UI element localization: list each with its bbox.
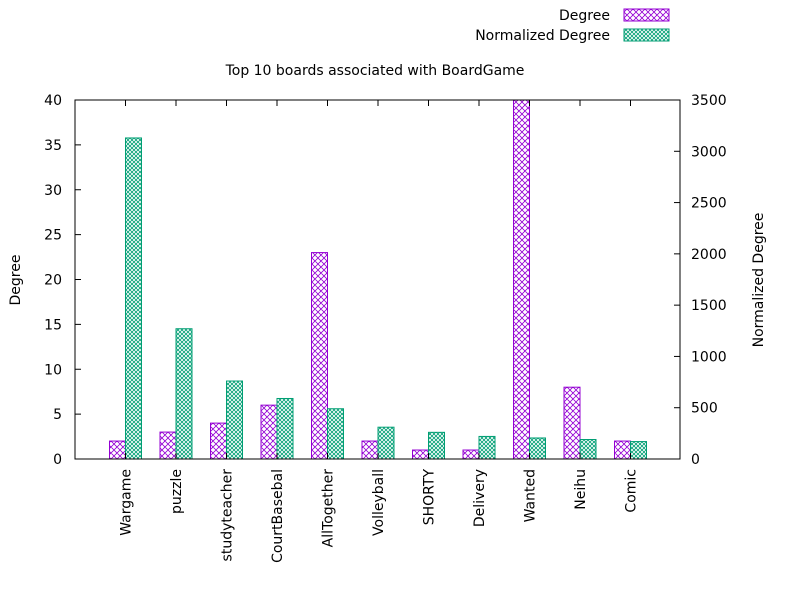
y2-tick-label: 3000 xyxy=(691,144,727,160)
x-tick-label: Wanted xyxy=(523,469,539,522)
y-tick-label: 25 xyxy=(44,228,62,244)
y-tick-label: 40 xyxy=(44,93,62,109)
bar-degree-1 xyxy=(159,431,177,460)
chart-title: Top 10 boards associated with BoardGame xyxy=(225,63,525,79)
bar-degree-5 xyxy=(361,440,379,460)
x-tick-label: SHORTY xyxy=(422,469,438,526)
x-tick-label: CourtBasebal xyxy=(270,469,286,563)
y2-tick-label: 3500 xyxy=(691,93,727,109)
y2-tick-label: 2000 xyxy=(691,247,727,263)
x-tick-label: studyteacher xyxy=(220,469,236,562)
y-tick-label: 0 xyxy=(53,452,62,468)
bar-normalized-degree-3 xyxy=(276,397,294,460)
x-tick-label: Neihu xyxy=(573,469,589,510)
y-tick-label: 10 xyxy=(44,362,62,378)
bar-degree-4 xyxy=(311,252,328,460)
y-tick-label: 20 xyxy=(44,273,62,289)
x-tick-label: Delivery xyxy=(472,469,488,527)
bar-normalized-degree-0 xyxy=(125,137,142,460)
bar-degree-2 xyxy=(210,422,227,460)
bar-normalized-degree-6 xyxy=(428,431,445,460)
x-tick-label: Volleyball xyxy=(371,469,387,536)
bar-normalized-degree-10 xyxy=(630,441,647,460)
y-tick-label: 5 xyxy=(53,407,62,423)
y-tick-label: 15 xyxy=(44,317,62,333)
plot-frame xyxy=(74,99,681,460)
y-axis-label: Degree xyxy=(8,255,24,306)
bar-degree-7 xyxy=(462,449,480,460)
y2-axis-label: Normalized Degree xyxy=(751,213,767,348)
y2-tick-label: 1500 xyxy=(691,298,727,314)
x-tick-label: Comic xyxy=(624,469,640,513)
x-tick-label: puzzle xyxy=(169,469,185,514)
bar-degree-3 xyxy=(260,404,278,460)
legend: Degree Normalized Degree xyxy=(475,8,670,44)
bar-normalized-degree-7 xyxy=(478,435,496,460)
bar-normalized-degree-5 xyxy=(377,426,395,460)
bar-normalized-degree-8 xyxy=(529,437,546,460)
y-tick-label: 30 xyxy=(44,183,62,199)
bar-degree-10 xyxy=(614,440,631,460)
y2-tick-label: 1000 xyxy=(691,349,727,365)
bar-normalized-degree-9 xyxy=(579,439,597,460)
y-tick-label: 35 xyxy=(44,138,62,154)
y2-tick-label: 0 xyxy=(691,452,700,468)
bar-degree-8 xyxy=(513,99,530,460)
legend-label-normalized-degree: Normalized Degree xyxy=(475,28,610,44)
x-tick-label: Wargame xyxy=(119,469,135,536)
x-tick-label: AllTogether xyxy=(321,469,337,548)
bar-degree-6 xyxy=(412,449,429,460)
bar-degree-0 xyxy=(109,440,126,460)
bar-normalized-degree-2 xyxy=(226,380,243,460)
bar-degree-9 xyxy=(563,386,581,460)
plot-area: Wargame puzzle studyteacher CourtBasebal All… xyxy=(44,93,726,563)
y2-tick-label: 2500 xyxy=(691,196,727,212)
bar-normalized-degree-4 xyxy=(327,408,344,460)
legend-label-degree: Degree xyxy=(559,8,610,24)
y2-tick-label: 500 xyxy=(691,401,718,417)
legend-swatch-degree xyxy=(623,8,670,22)
legend-swatch-normalized-degree xyxy=(623,28,670,42)
bar-normalized-degree-1 xyxy=(175,328,193,460)
